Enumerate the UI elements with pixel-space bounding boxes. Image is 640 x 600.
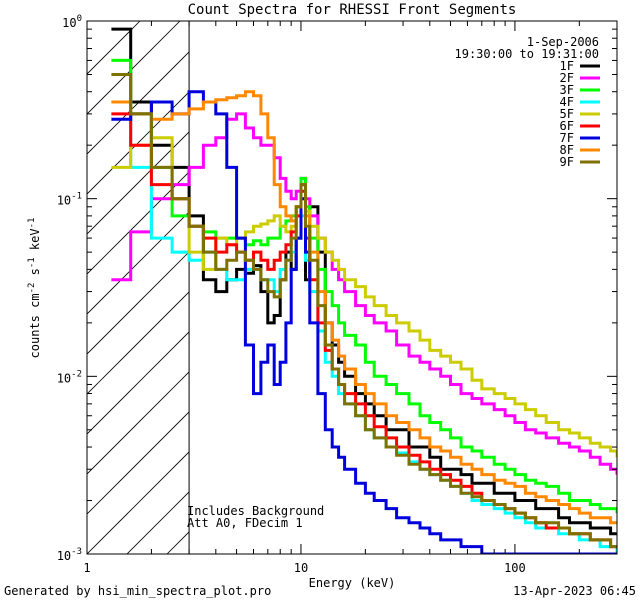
y-tick-label: 10-1 <box>57 192 82 208</box>
series-line-1f <box>111 27 617 536</box>
hatch-line <box>87 211 190 315</box>
y-tick-label: 10-3 <box>57 547 82 563</box>
hatch-line <box>87 251 190 355</box>
y-tick-label: 100 <box>62 14 82 30</box>
hatched-region <box>87 21 640 554</box>
hatch-line <box>87 451 190 554</box>
annotation-attenuator: Att A0, FDecim 1 <box>187 516 303 530</box>
hatch-line <box>207 21 640 554</box>
hatch-line <box>87 21 181 115</box>
legend-label-8f: 8F <box>560 143 574 157</box>
legend-label-3f: 3F <box>560 83 574 97</box>
y-tick-label: 10-2 <box>57 369 82 385</box>
date-label: 1-Sep-2006 <box>527 35 599 49</box>
legend-label-7f: 7F <box>560 131 574 145</box>
hatch-line <box>607 21 640 554</box>
footer-timestamp: 13-Apr-2023 06:45 <box>513 584 636 598</box>
hatch-line <box>87 411 190 515</box>
series-line-9f <box>111 73 617 549</box>
series-line-7f <box>111 90 617 554</box>
legend-label-6f: 6F <box>560 119 574 133</box>
legend-label-5f: 5F <box>560 107 574 121</box>
hatch-line <box>87 371 190 475</box>
annotation-background: Includes Background <box>187 504 324 518</box>
axis-ticks: 1 10 100 100 10-1 10-2 10-3 <box>57 14 618 575</box>
series-group <box>111 27 617 554</box>
x-tick-label: 1 <box>83 561 90 575</box>
chart-title: Count Spectra for RHESSI Front Segments <box>188 2 517 18</box>
x-tick-label: 10 <box>294 561 308 575</box>
hatch-line <box>447 21 640 554</box>
series-line-2f <box>111 112 617 475</box>
x-tick-label: 100 <box>504 561 526 575</box>
x-axis-label: Energy (keV) <box>309 576 396 590</box>
y-axis-label: counts cm-2 s-1 keV-1 <box>27 218 42 359</box>
hatch-line <box>567 21 640 554</box>
series-line-6f <box>111 112 617 549</box>
time-range-label: 19:30:00 to 19:31:00 <box>455 47 600 61</box>
hatch-line <box>87 331 190 435</box>
legend-label-2f: 2F <box>560 71 574 85</box>
footer-generated-by: Generated by hsi_min_spectra_plot.pro <box>4 584 271 598</box>
legend-label-4f: 4F <box>560 95 574 109</box>
hatch-line <box>87 291 190 395</box>
legend-label-1f: 1F <box>560 59 574 73</box>
plot-frame <box>86 20 618 555</box>
legend-label-9f: 9F <box>560 155 574 169</box>
series-line-8f <box>111 90 617 525</box>
